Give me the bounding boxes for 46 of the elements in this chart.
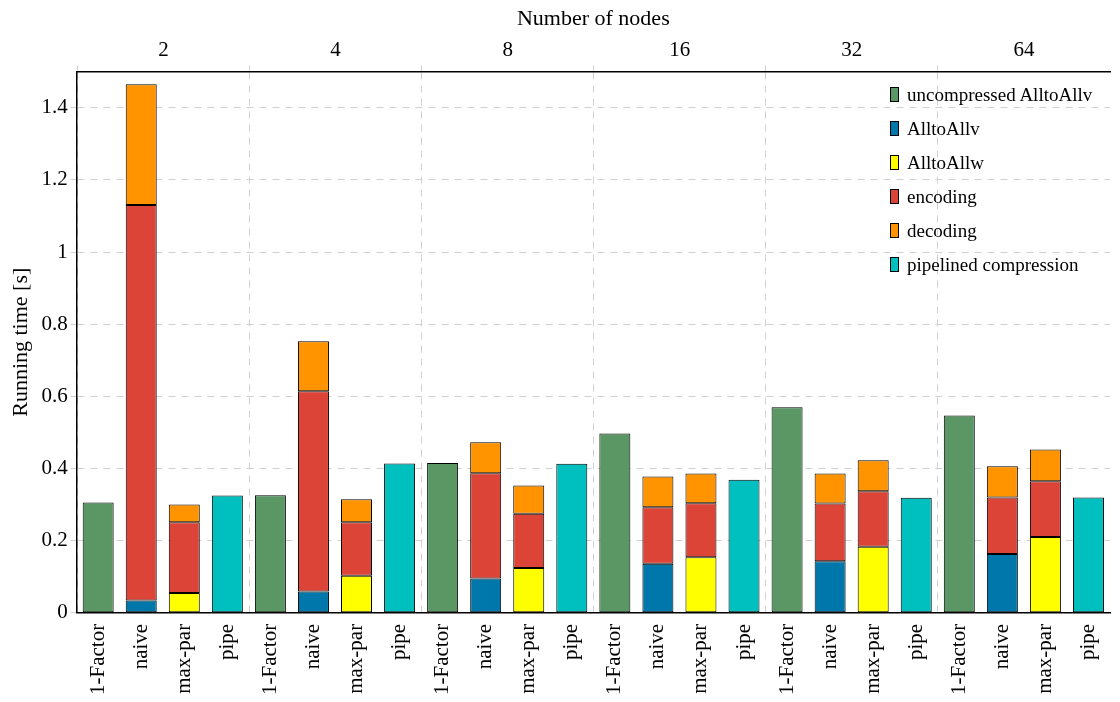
x-tick-label: 1-Factor (945, 623, 970, 696)
y-tick-label: 1.4 (41, 94, 69, 119)
x-tick-label: naive (988, 623, 1013, 670)
x-tick-label: max-par (343, 623, 368, 694)
x2-axis-title: Number of nodes (516, 4, 670, 30)
y-axis-title: Running time [s] (6, 267, 32, 417)
x2-tick-label: 32 (841, 36, 863, 61)
x2-tick-label: 64 (1013, 36, 1035, 61)
x-tick-label: pipe (730, 623, 755, 661)
x-tick-label: 1-Factor (84, 623, 109, 696)
x-tick-label: max-par (515, 623, 540, 694)
y-tick-label: 0.4 (41, 455, 69, 480)
legend-label: uncompressed AlltoAllv (907, 83, 1093, 106)
x-tick-label: pipe (213, 623, 238, 661)
x-tick-label: pipe (558, 623, 583, 661)
x-tick-label: naive (127, 623, 152, 670)
legend-label: AlltoAllv (907, 117, 980, 140)
legend-label: encoding (907, 185, 977, 208)
y-tick-label: 1.2 (41, 166, 68, 191)
x-tick-label: max-par (687, 623, 712, 694)
x-tick-label: pipe (1074, 623, 1099, 661)
legend-label: pipelined compression (907, 253, 1079, 276)
y-tick-label: 1 (57, 238, 68, 263)
x-tick-label: max-par (170, 623, 195, 694)
x2-tick-label: 2 (158, 36, 169, 61)
x-tick-label: naive (472, 623, 497, 670)
x-tick-label: pipe (902, 623, 927, 661)
x-tick-label: 1-Factor (429, 623, 454, 696)
y-tick-label: 0 (57, 599, 68, 624)
x-tick-label: max-par (859, 623, 884, 694)
x-tick-label: naive (816, 623, 841, 670)
x2-tick-label: 16 (669, 36, 691, 61)
legend-label: decoding (907, 219, 977, 242)
y-tick-label: 0.8 (41, 310, 68, 335)
x-tick-label: 1-Factor (256, 623, 281, 696)
x-tick-label: naive (299, 623, 324, 670)
x-tick-label: naive (644, 623, 669, 670)
legend-label: AlltoAllw (907, 151, 985, 174)
x-tick-label: 1-Factor (601, 623, 626, 696)
x2-tick-label: 8 (502, 36, 513, 61)
y-tick-label: 0.6 (41, 382, 68, 407)
x-tick-label: max-par (1031, 623, 1056, 694)
x-tick-label: pipe (386, 623, 411, 661)
x-tick-label: 1-Factor (773, 623, 798, 696)
x2-tick-label: 4 (330, 36, 342, 61)
y-tick-label: 0.2 (41, 527, 68, 552)
